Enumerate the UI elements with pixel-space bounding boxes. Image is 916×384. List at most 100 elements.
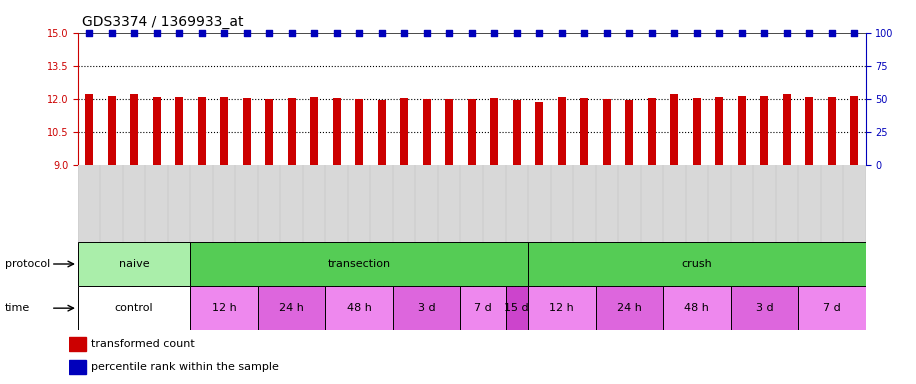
Point [464,30,479,36]
Bar [266,99,273,165]
Bar [445,99,453,165]
Bar [69,360,86,374]
Point [690,30,704,36]
Bar [130,94,138,165]
Point [645,30,660,36]
Bar [461,286,506,330]
Text: GDS3374 / 1369933_at: GDS3374 / 1369933_at [82,15,244,29]
Bar [490,98,498,165]
Point [780,30,794,36]
Bar [377,100,386,165]
Bar [738,96,746,165]
Point [239,30,254,36]
Bar [528,242,866,286]
Bar [288,98,296,165]
Bar [558,97,566,165]
Bar [671,94,678,165]
Bar [535,102,543,165]
Bar [595,286,663,330]
Bar [663,286,731,330]
Bar [85,94,93,165]
Point [802,30,817,36]
Bar [191,242,528,286]
Bar [798,286,866,330]
Point [172,30,187,36]
Text: percentile rank within the sample: percentile rank within the sample [91,362,278,372]
Bar [325,286,393,330]
Point [149,30,164,36]
Text: 48 h: 48 h [684,303,709,313]
Text: 12 h: 12 h [550,303,574,313]
Bar [78,242,191,286]
Point [262,30,277,36]
Point [554,30,569,36]
Bar [78,286,191,330]
Bar [393,286,461,330]
Point [509,30,524,36]
Bar [581,98,588,165]
Bar [783,94,791,165]
Point [330,30,344,36]
Text: transection: transection [328,259,391,269]
Point [532,30,547,36]
Point [284,30,299,36]
Bar [731,286,798,330]
Text: crush: crush [682,259,712,269]
Point [712,30,726,36]
Point [194,30,209,36]
Bar [258,286,325,330]
Point [577,30,592,36]
Bar [191,286,258,330]
Point [847,30,862,36]
Bar [333,98,341,165]
Bar [198,97,205,165]
Point [622,30,637,36]
Bar [850,96,858,165]
Point [352,30,366,36]
Text: 7 d: 7 d [474,303,492,313]
Point [735,30,749,36]
Text: time: time [5,303,30,313]
Point [82,30,96,36]
Text: 7 d: 7 d [823,303,841,313]
Text: 48 h: 48 h [347,303,372,313]
Bar [648,98,656,165]
Point [104,30,119,36]
Text: 3 d: 3 d [418,303,435,313]
Text: control: control [114,303,154,313]
Text: naive: naive [119,259,149,269]
Point [420,30,434,36]
Bar [220,97,228,165]
Text: 3 d: 3 d [756,303,773,313]
Text: 24 h: 24 h [616,303,642,313]
Point [442,30,456,36]
Bar [528,286,595,330]
Bar [175,97,183,165]
Bar [355,99,363,165]
Text: 24 h: 24 h [279,303,304,313]
Bar [626,100,633,165]
Bar [603,99,611,165]
Bar [828,97,835,165]
Bar [69,337,86,351]
Bar [715,97,724,165]
Text: 15 d: 15 d [505,303,529,313]
Bar [805,97,813,165]
Point [667,30,682,36]
Bar [692,98,701,165]
Point [126,30,141,36]
Bar [513,100,520,165]
Bar [108,96,115,165]
Bar [400,98,409,165]
Point [307,30,322,36]
Point [599,30,614,36]
Bar [468,99,475,165]
Text: transformed count: transformed count [91,339,195,349]
Point [217,30,232,36]
Point [757,30,771,36]
Bar [506,286,528,330]
Point [824,30,839,36]
Bar [153,97,160,165]
Point [397,30,411,36]
Point [375,30,389,36]
